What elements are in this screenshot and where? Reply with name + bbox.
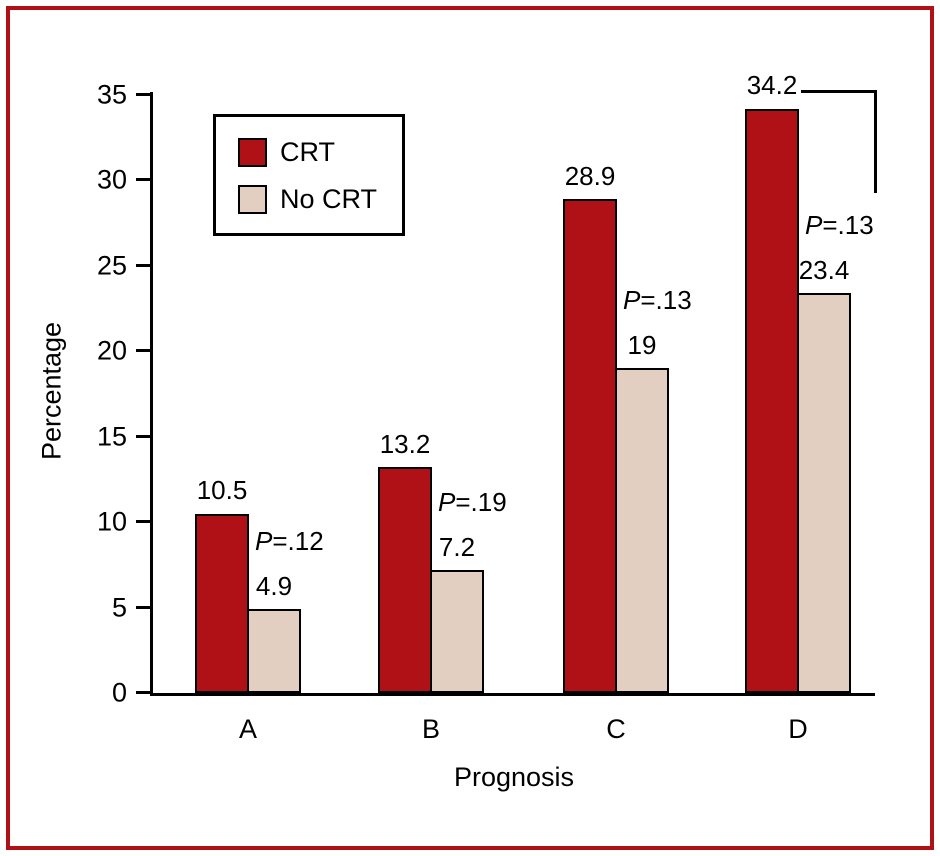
y-tick-mark bbox=[136, 263, 150, 267]
legend-label: CRT bbox=[280, 137, 336, 167]
legend: CRT No CRT bbox=[213, 114, 405, 236]
bar-group: 13.2 7.2 P=.19 B bbox=[378, 92, 507, 744]
no-crt-value-label: 7.2 bbox=[438, 531, 476, 562]
plot-area: CRT No CRT 0 5 10 15 20 25 30 35 10.5 4.9 P=.12 A 13.… bbox=[97, 72, 877, 744]
y-tick-mark bbox=[136, 520, 150, 524]
bar-group: 34.2 23.4 P=.13 D bbox=[745, 72, 874, 744]
p-value-label: P=.12 bbox=[255, 525, 324, 556]
y-tick-label: 35 bbox=[96, 79, 127, 110]
legend-swatch bbox=[238, 185, 267, 214]
bar-group: 28.9 19 P=.13 C bbox=[563, 92, 692, 744]
no-crt-value-label: 23.4 bbox=[798, 254, 850, 285]
crt-bar bbox=[378, 467, 432, 693]
no-crt-bar bbox=[797, 293, 851, 693]
x-category-label: D bbox=[788, 714, 808, 745]
crt-bar bbox=[745, 108, 799, 693]
crt-bar bbox=[195, 513, 249, 693]
y-tick-label: 20 bbox=[96, 335, 127, 366]
legend-label: No CRT bbox=[280, 184, 378, 214]
no-crt-bar bbox=[615, 368, 669, 693]
y-tick-label: 10 bbox=[96, 506, 127, 537]
y-tick-label: 5 bbox=[111, 592, 127, 623]
no-crt-value-label: 19 bbox=[627, 330, 657, 361]
legend-row: CRT bbox=[238, 129, 392, 176]
p-value-label: P=.19 bbox=[438, 486, 507, 517]
y-tick-label: 15 bbox=[96, 421, 127, 452]
significance-bracket-horizontal bbox=[801, 90, 877, 93]
y-tick-mark bbox=[136, 349, 150, 353]
y-tick-mark bbox=[136, 93, 150, 96]
x-category-label: A bbox=[238, 714, 257, 745]
y-tick-mark bbox=[136, 434, 150, 438]
x-category-label: C bbox=[606, 714, 626, 745]
p-value-label: P=.13 bbox=[623, 285, 692, 316]
x-axis-title: Prognosis bbox=[453, 762, 575, 792]
legend-row: No CRT bbox=[238, 176, 392, 223]
y-tick-label: 25 bbox=[96, 250, 127, 281]
crt-value-label: 13.2 bbox=[379, 429, 431, 460]
bar-group: 10.5 4.9 P=.12 A bbox=[195, 92, 324, 744]
no-crt-bar bbox=[430, 569, 484, 693]
no-crt-value-label: 4.9 bbox=[255, 570, 293, 601]
no-crt-bar bbox=[247, 609, 301, 693]
y-tick-label: 30 bbox=[96, 164, 127, 195]
crt-bar bbox=[563, 199, 617, 693]
p-value-label: P=.13 bbox=[805, 209, 874, 240]
crt-value-label: 10.5 bbox=[196, 475, 248, 506]
y-tick-mark bbox=[136, 605, 150, 609]
significance-bracket-vertical bbox=[874, 90, 877, 193]
x-category-label: B bbox=[421, 714, 440, 745]
y-tick-mark bbox=[136, 691, 150, 694]
y-tick-label: 0 bbox=[111, 677, 127, 708]
y-axis-title: Percentage bbox=[36, 321, 67, 461]
crt-value-label: 28.9 bbox=[564, 160, 616, 191]
legend-swatch bbox=[238, 138, 267, 167]
y-tick-mark bbox=[136, 178, 150, 182]
crt-value-label: 34.2 bbox=[746, 70, 798, 101]
